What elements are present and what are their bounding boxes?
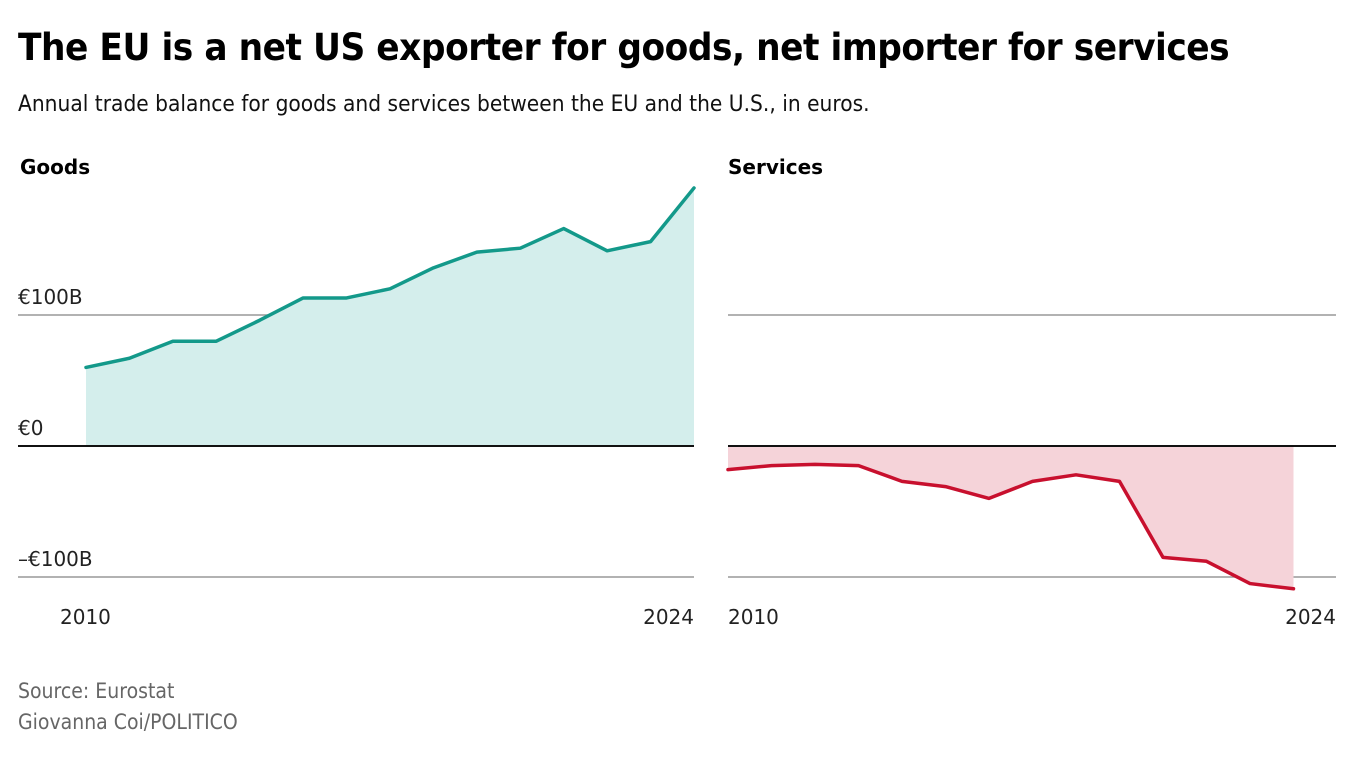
chart-subtitle: Annual trade balance for goods and servi… — [18, 92, 870, 117]
y-tick-label: €100B — [18, 285, 83, 309]
x-tick-label: 2010 — [728, 605, 779, 629]
series-line-services — [726, 462, 1296, 591]
x-tick-label: 2024 — [643, 605, 694, 629]
footer: Source: Eurostat Giovanna Coi/POLITICO — [18, 676, 238, 738]
chart-title: The EU is a net US exporter for goods, n… — [18, 26, 1230, 69]
x-tick-label: 2024 — [1285, 605, 1336, 629]
panel-title-services: Services — [728, 155, 823, 179]
y-tick-label: €0 — [18, 416, 43, 440]
source-note: Source: Eurostat — [18, 679, 175, 703]
panel-title-goods: Goods — [20, 155, 90, 179]
y-tick-label: –€100B — [18, 547, 93, 571]
credit-note: Giovanna Coi/POLITICO — [18, 710, 238, 734]
series-line-goods — [84, 186, 696, 370]
area-fill-goods — [86, 187, 694, 446]
area-fill-services — [728, 446, 1294, 589]
x-tick-label: 2010 — [60, 605, 111, 629]
